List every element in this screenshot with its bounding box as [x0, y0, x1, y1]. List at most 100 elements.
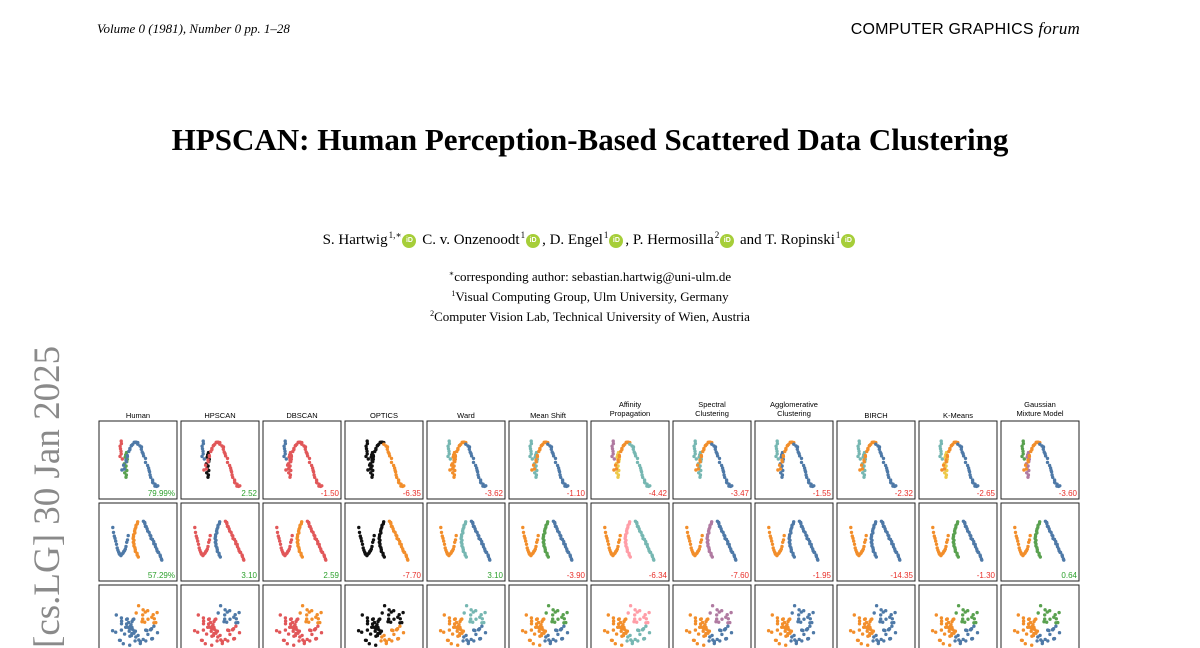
orcid-icon[interactable]: iD	[609, 234, 624, 248]
cluster-point	[1028, 533, 1032, 538]
cluster-point	[560, 637, 564, 641]
cluster-point	[805, 475, 809, 480]
method-label: Agglomerative Clustering	[770, 400, 818, 418]
cluster-point	[865, 629, 869, 633]
cluster-point	[866, 446, 870, 451]
cluster-point	[141, 613, 145, 617]
cluster-point	[931, 525, 935, 530]
cluster-panel	[262, 502, 342, 582]
cluster-point	[688, 542, 693, 546]
cluster-point	[310, 617, 314, 621]
cluster-point	[730, 484, 734, 488]
cluster-panel	[754, 502, 834, 582]
cluster-point	[688, 539, 692, 543]
cluster-panel	[508, 502, 588, 582]
cluster-point	[635, 456, 640, 461]
cluster-point	[534, 475, 538, 479]
cluster-point	[150, 637, 154, 641]
orcid-icon[interactable]: iD	[526, 234, 541, 248]
cluster-point	[775, 628, 780, 632]
cluster-point	[862, 458, 866, 462]
orcid-icon[interactable]: iD	[402, 234, 417, 248]
cluster-point	[471, 610, 475, 614]
cluster-point	[472, 628, 476, 632]
cluster-point	[792, 633, 796, 638]
orcid-icon[interactable]: iD	[841, 234, 856, 248]
cluster-point	[365, 616, 370, 620]
cluster-point	[799, 620, 803, 624]
cluster-point	[132, 631, 136, 635]
cluster-point	[884, 632, 888, 637]
cluster-point	[133, 639, 137, 643]
cluster-point	[143, 456, 148, 461]
cluster-point	[310, 632, 314, 637]
cluster-point	[288, 625, 292, 629]
cluster-point	[215, 639, 219, 643]
cluster-point	[961, 608, 965, 612]
cluster-point	[723, 534, 727, 538]
cluster-point	[535, 538, 540, 542]
cluster-point	[938, 454, 942, 459]
cluster-point	[781, 617, 785, 621]
cluster-point	[456, 643, 460, 647]
method-label: Spectral Clustering	[695, 400, 729, 418]
cluster-point	[314, 615, 318, 619]
cluster-point	[368, 467, 373, 471]
cluster-point	[550, 620, 554, 624]
cluster-point	[556, 632, 560, 637]
cluster-point	[852, 613, 856, 617]
cluster-point	[1057, 631, 1062, 635]
cluster-point	[524, 539, 528, 543]
cluster-point	[554, 639, 558, 643]
cluster-point	[967, 530, 971, 535]
cluster-point	[391, 463, 396, 468]
cluster-point	[1049, 530, 1053, 535]
cluster-point	[887, 534, 891, 538]
cluster-point	[214, 617, 218, 621]
cluster-point	[203, 642, 207, 646]
cluster-point	[619, 629, 623, 633]
cluster-point	[767, 530, 772, 535]
cluster-point	[292, 446, 296, 451]
cluster-point	[219, 638, 223, 642]
cluster-point	[211, 633, 216, 638]
orcid-icon[interactable]: iD	[720, 234, 735, 248]
cluster-point	[551, 613, 555, 617]
cluster-point	[774, 638, 778, 643]
cluster-point	[972, 617, 976, 621]
cluster-point	[303, 447, 307, 451]
cluster-point	[452, 544, 456, 549]
cluster-panel	[918, 420, 998, 500]
cluster-point	[531, 463, 536, 467]
cluster-point	[644, 617, 648, 621]
cluster-point	[225, 456, 230, 461]
cluster-point	[1028, 620, 1033, 625]
cluster-point	[613, 463, 618, 467]
cluster-point	[372, 620, 377, 625]
cluster-point	[857, 622, 862, 626]
cluster-point	[557, 470, 562, 474]
cluster-point	[193, 525, 197, 530]
cluster-point	[141, 617, 145, 621]
cluster-point	[546, 555, 550, 559]
cluster-point	[693, 616, 698, 620]
cluster-point	[1038, 633, 1042, 638]
cluster-point	[1058, 550, 1063, 555]
cluster-point	[278, 613, 282, 617]
cluster-point	[622, 625, 626, 630]
cluster-point	[467, 447, 471, 451]
cluster-panel	[918, 584, 998, 648]
cluster-point	[146, 632, 150, 637]
cluster-point	[724, 615, 728, 619]
cluster-point	[288, 458, 292, 462]
cluster-point	[811, 610, 815, 615]
cluster-point	[307, 460, 312, 465]
cluster-point	[717, 456, 722, 461]
cluster-point	[734, 558, 738, 562]
cluster-point	[611, 449, 615, 453]
cluster-point	[628, 555, 632, 559]
cluster-panel	[672, 502, 752, 582]
cluster-point	[729, 631, 734, 635]
cluster-point	[938, 444, 942, 448]
cluster-point	[933, 536, 937, 540]
